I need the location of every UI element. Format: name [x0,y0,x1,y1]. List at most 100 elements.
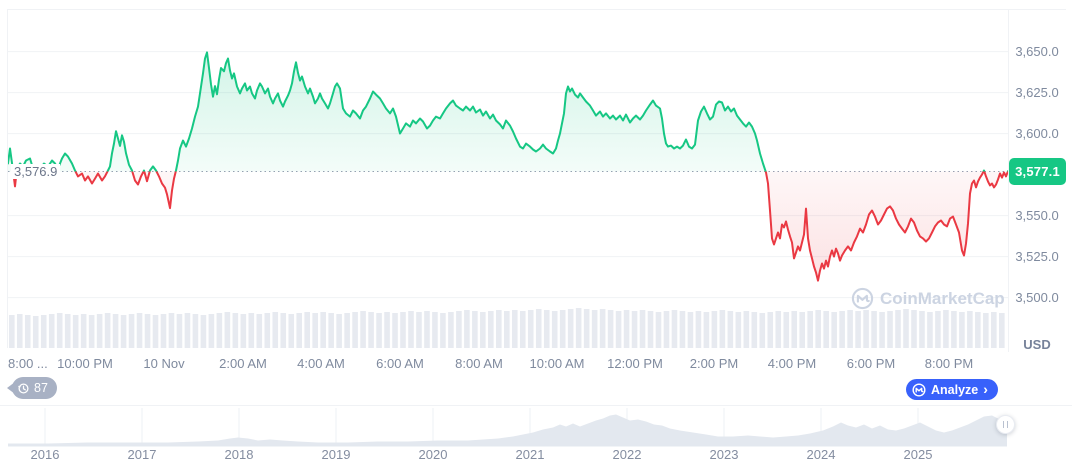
volume-bar [64,314,71,348]
y-tick-label: 3,650.0 [1015,43,1059,59]
volume-bar [647,311,654,348]
volume-bar [751,312,758,348]
volume-bar [911,310,917,348]
minimap-year-label: 2025 [903,447,933,462]
volume-bar [815,310,821,348]
volume-bar [743,311,750,348]
x-tick-label: 8:00 AM [455,356,503,371]
volume-bar [480,312,486,348]
volume-bar [783,312,790,348]
volume-bar [80,314,87,348]
volume-bar [368,312,374,348]
volume-bar [727,311,734,348]
minimap-year-label: 2020 [418,447,448,462]
baseline-price-label: 3,576.9 [11,164,61,179]
volume-bar [336,314,342,348]
range-selector-minimap[interactable] [8,406,1008,447]
volume-bar [615,311,622,348]
volume-bar [16,314,23,348]
minimap-year-label: 2019 [321,447,351,462]
analyze-button[interactable]: Analyze › [906,379,998,400]
volume-bar [432,312,438,348]
volume-bar [32,316,39,348]
volume-bar [360,311,366,348]
volume-bar [575,308,582,348]
volume-bar [192,314,199,348]
volume-bar [967,311,973,348]
volume-bar [775,311,782,348]
volume-bar [120,315,127,348]
x-tick-label: 6:00 AM [376,356,424,371]
volume-bar [959,312,965,348]
volume-bar [424,311,430,348]
volume-bar [639,310,646,348]
chevron-right-icon: › [983,381,988,397]
volume-bar [991,312,997,348]
volume-bar [855,311,861,348]
volume-bar [735,312,742,348]
volume-bar [72,315,79,348]
volume-bar [392,313,398,348]
x-tick-label: 4:00 AM [297,356,345,371]
volume-bar [759,313,766,348]
volume-bar [216,313,223,348]
volume-bar [919,311,925,348]
volume-bar [567,309,574,348]
volume-bar [871,311,877,348]
currency-toggle[interactable]: USD [1023,337,1051,352]
volume-bar [679,311,686,348]
volume-bar [695,311,702,348]
volume-bar [767,312,774,348]
volume-bar [527,310,534,348]
price-line-down [12,171,1008,282]
volume-bar [40,315,47,348]
volume-bar [631,311,638,348]
volume-bar [328,313,334,348]
volume-bar [288,314,295,348]
volume-bar [456,311,462,348]
volume-bar [943,310,949,348]
minimap-year-label: 2017 [127,447,157,462]
price-chart[interactable] [0,0,1072,352]
volume-bar [831,312,837,348]
volume-bar [376,313,382,348]
price-line-up [8,51,1008,172]
volume-bar [591,310,598,348]
volume-bar [895,310,901,348]
volume-bar [671,310,678,348]
volume-bar [448,312,454,348]
volume-bar [472,311,478,348]
range-handle[interactable] [996,415,1015,434]
y-tick-label: 3,550.0 [1015,207,1059,223]
volume-bar [352,312,358,348]
volume-bar [879,312,885,348]
volume-bar [240,314,247,348]
volume-bar [599,309,606,348]
volume-bar [519,311,526,348]
volume-bar [400,312,406,348]
volume-bar [176,314,183,348]
volume-bar [264,313,271,348]
volume-bar [551,311,558,348]
volume-bar [623,310,630,348]
x-tick-label: 2:00 PM [689,356,739,371]
watchers-badge: 87 [12,377,57,399]
volume-bar [975,312,981,348]
volume-bar [312,313,318,348]
volume-bar [511,310,518,348]
volume-bar [839,311,845,348]
volume-bar [128,314,135,348]
volume-bar [807,311,813,348]
analyze-label: Analyze [931,382,979,397]
volume-bar [559,310,566,348]
volume-bar [440,313,446,348]
x-tick-label: 12:00 PM [607,356,663,371]
volume-bar [903,309,909,348]
watch-history-icon [17,382,29,394]
volume-bar [248,313,255,348]
volume-bar [607,310,614,348]
volume-bar [96,314,103,348]
volume-bar [687,312,694,348]
volume-bar [152,315,159,348]
minimap-year-label: 2024 [806,447,836,462]
